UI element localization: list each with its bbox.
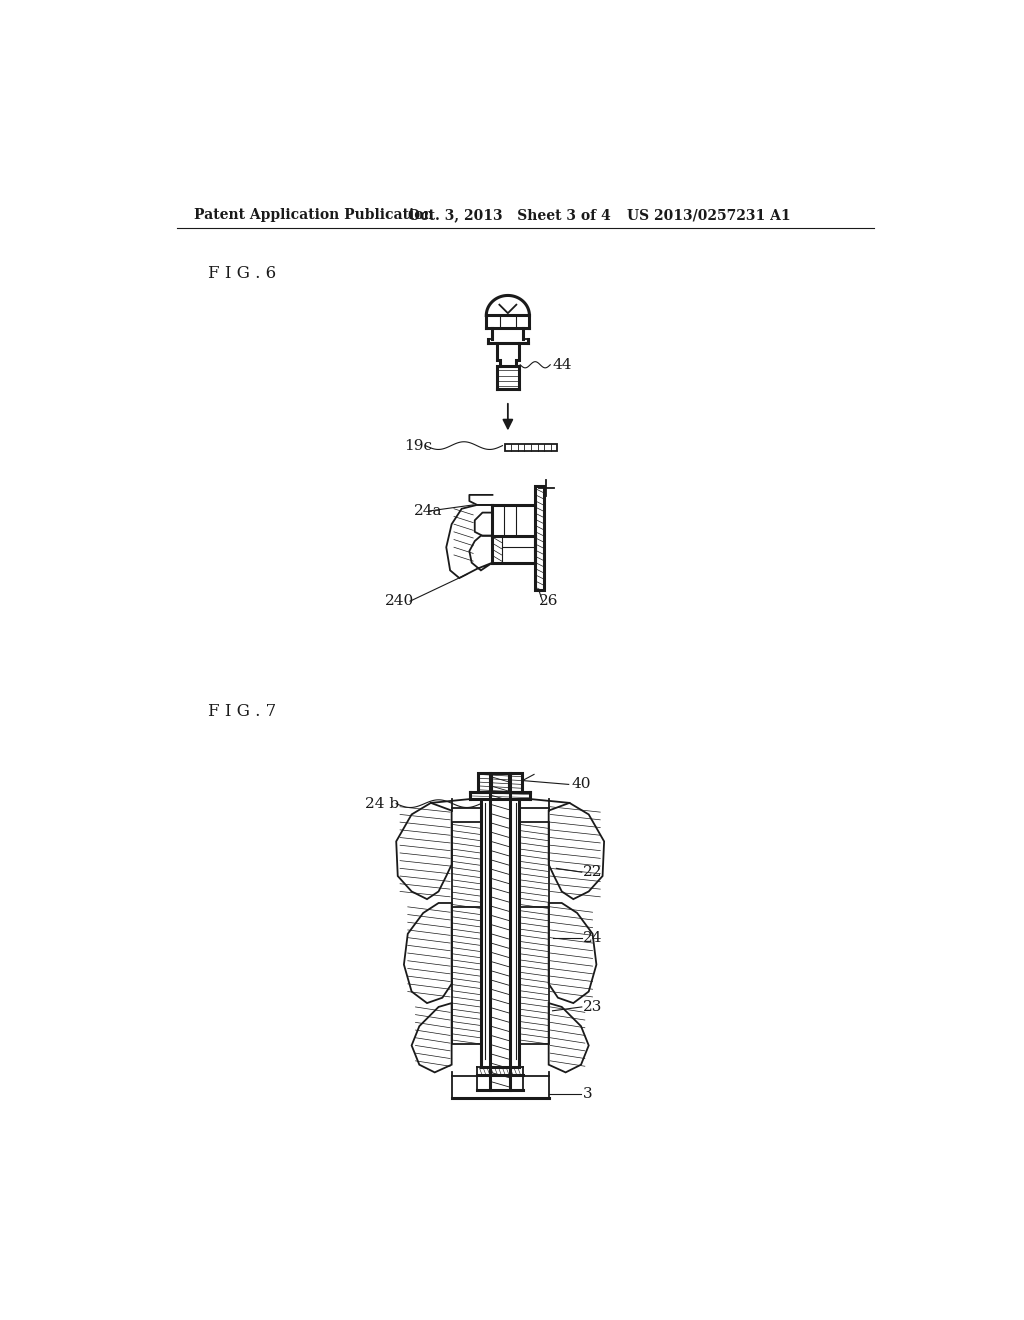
Bar — [535, 486, 544, 590]
Text: 44: 44 — [553, 358, 572, 372]
Bar — [519, 822, 549, 1044]
Text: 3: 3 — [584, 1086, 593, 1101]
Text: 22: 22 — [584, 865, 603, 879]
Bar — [478, 774, 522, 792]
Text: 24: 24 — [584, 931, 603, 945]
Text: 23: 23 — [584, 1001, 603, 1014]
Text: 26: 26 — [539, 594, 558, 609]
Text: F I G . 7: F I G . 7 — [208, 702, 275, 719]
Text: 40: 40 — [571, 777, 591, 792]
Bar — [505, 444, 557, 450]
Text: 24a: 24a — [414, 504, 442, 517]
Text: 24 b: 24 b — [366, 797, 399, 810]
Text: F I G . 6: F I G . 6 — [208, 265, 275, 282]
Text: Patent Application Publication: Patent Application Publication — [195, 209, 434, 222]
Bar — [452, 822, 481, 1044]
Text: Oct. 3, 2013   Sheet 3 of 4: Oct. 3, 2013 Sheet 3 of 4 — [408, 209, 610, 222]
Text: 240: 240 — [385, 594, 414, 609]
Text: US 2013/0257231 A1: US 2013/0257231 A1 — [628, 209, 791, 222]
Text: 19c: 19c — [403, 438, 432, 453]
